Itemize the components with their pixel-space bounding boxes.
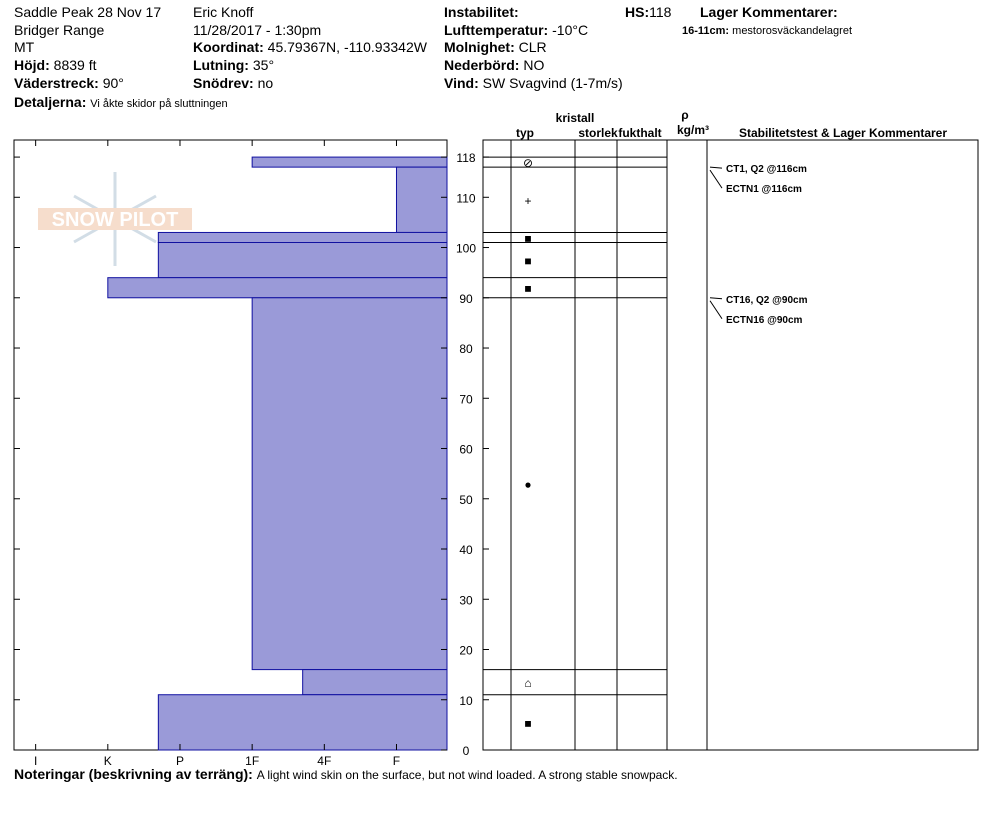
details: Detaljerna: Vi åkte skidor på sluttninge… [14, 94, 228, 110]
site: Saddle Peak 28 Nov 17 [14, 4, 161, 20]
test-label: ECTN16 @90cm [726, 315, 803, 326]
test-arrow [709, 297, 723, 300]
test-label: ECTN1 @116cm [726, 184, 802, 195]
grain-symbol: ■ [524, 231, 531, 245]
col-density-unit: kg/m³ [677, 123, 709, 137]
y-tick-label: 20 [459, 644, 473, 658]
test-label: CT1, Q2 @116cm [726, 164, 807, 175]
grain-symbol: ⊘ [523, 156, 533, 170]
wind: Vind: SW Svagvind (1-7m/s) [444, 75, 623, 91]
x-tick-label: K [104, 754, 112, 768]
y-tick-label: 90 [459, 292, 473, 306]
y-tick-label: 100 [456, 242, 476, 256]
x-tick-label: 1F [245, 754, 259, 768]
sky: Molnighet: CLR [444, 39, 547, 55]
x-tick-label: 4F [317, 754, 331, 768]
y-tick-label: 70 [459, 392, 473, 406]
col-density: ρ [681, 108, 688, 122]
wind-loading: Snödrev: no [193, 75, 273, 91]
y-tick-label: 50 [459, 493, 473, 507]
y-tick-label: 30 [459, 593, 473, 607]
column-dividers [510, 140, 708, 750]
hardness-bar [157, 242, 448, 279]
col-tests: Stabilitetstest & Lager Kommentarer [739, 126, 947, 140]
grain-symbol: + [524, 194, 531, 208]
grain-symbol: ■ [524, 716, 531, 730]
state: MT [14, 39, 35, 55]
test-arrow [709, 169, 723, 189]
x-tick-label: I [34, 754, 37, 768]
col-type: typ [516, 126, 534, 140]
logo: SNOW PILOT [38, 172, 192, 266]
col-crystal: kristall [556, 111, 595, 125]
test-arrow [709, 300, 723, 320]
grain-symbol: ■ [524, 254, 531, 268]
notes: Noteringar (beskrivning av terräng): A l… [14, 766, 678, 782]
test-label: CT16, Q2 @90cm [726, 295, 808, 306]
hardness-bar [107, 277, 448, 299]
elevation: Höjd: 8839 ft [14, 57, 97, 73]
logo-band [38, 208, 192, 230]
col-size: storlek [578, 126, 618, 140]
layer-frame [482, 139, 979, 751]
x-tick-label: P [176, 754, 184, 768]
range: Bridger Range [14, 22, 104, 38]
slope: Lutning: 35° [193, 57, 274, 73]
logo-text: SNOW PILOT [52, 209, 179, 231]
hardness-bar [251, 297, 448, 671]
y-tick-label: 0 [463, 744, 470, 758]
y-tick-label: 10 [459, 694, 473, 708]
instability: Instabilitet: [444, 4, 519, 20]
observer: Eric Knoff [193, 4, 254, 20]
air-temp: Lufttemperatur: -10°C [444, 22, 588, 38]
hardness-bar [157, 231, 448, 244]
hardness-bar [395, 166, 448, 233]
y-tick-label: 110 [456, 191, 475, 205]
y-tick-label: 80 [459, 342, 473, 356]
hardness-bar [157, 694, 448, 751]
layer-comment: 16-11cm: mestorosväckandelagret [682, 25, 852, 37]
y-tick-label: 118 [456, 151, 475, 165]
y-tick-label: 40 [459, 543, 473, 557]
aspect: Väderstreck: 90° [14, 75, 124, 91]
grain-symbol: ● [524, 478, 531, 492]
layer-comments-title: Lager Kommentarer: [700, 4, 838, 20]
y-tick-label: 60 [459, 443, 473, 457]
logo-flake [73, 172, 157, 266]
grain-symbol: ■ [524, 282, 531, 296]
hs: HS:118 [625, 4, 672, 20]
hardness-bar [251, 156, 448, 168]
grain-symbol: ⌂ [524, 676, 531, 690]
col-moisture: fukthalt [618, 126, 661, 140]
header: Saddle Peak 28 Nov 17 Bridger Range MT H… [14, 4, 852, 110]
datetime: 11/28/2017 - 1:30pm [193, 22, 321, 38]
column-headers: typ kristall storlek fukthalt ρ kg/m³ St… [516, 108, 947, 140]
test-arrow [709, 166, 723, 169]
x-tick-label: F [393, 754, 400, 768]
precip: Nederbörd: NO [444, 57, 544, 73]
coordinates: Koordinat: 45.79367N, -110.93342W [193, 39, 428, 55]
hardness-bar [302, 669, 448, 696]
